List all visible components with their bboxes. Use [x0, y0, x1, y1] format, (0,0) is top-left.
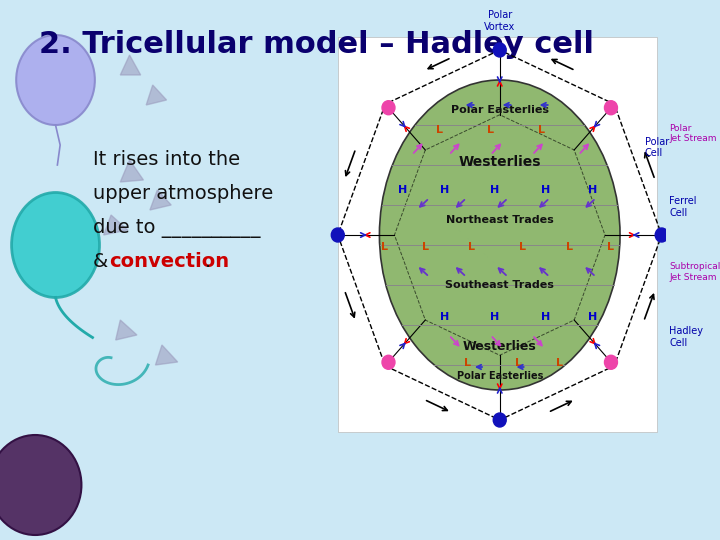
Text: L: L [515, 358, 522, 368]
Text: Northeast Trades: Northeast Trades [446, 215, 554, 225]
Text: L: L [487, 125, 494, 135]
Text: H: H [541, 185, 551, 195]
Text: L: L [381, 242, 387, 252]
Text: It rises into the: It rises into the [93, 150, 240, 169]
Text: Polar
Cell: Polar Cell [644, 137, 669, 158]
Text: Hadley
Cell: Hadley Cell [669, 326, 703, 348]
Polygon shape [120, 55, 140, 75]
Text: Polar
Vortex: Polar Vortex [484, 10, 516, 32]
Text: H: H [490, 185, 500, 195]
Circle shape [0, 435, 81, 535]
Text: H: H [541, 312, 551, 322]
Text: Subtropical
Jet Stream: Subtropical Jet Stream [669, 262, 720, 282]
Bar [338, 37, 657, 432]
Circle shape [493, 413, 506, 427]
Ellipse shape [16, 35, 95, 125]
Text: Westerlies: Westerlies [463, 341, 536, 354]
Polygon shape [146, 85, 166, 105]
Circle shape [605, 101, 618, 114]
Text: Westerlies: Westerlies [459, 155, 541, 169]
Text: L: L [607, 242, 614, 252]
Circle shape [605, 355, 618, 369]
Text: H: H [440, 312, 449, 322]
Text: &: & [93, 252, 114, 271]
Circle shape [382, 355, 395, 369]
Polygon shape [104, 215, 127, 235]
Text: H: H [588, 185, 597, 195]
Polygon shape [116, 320, 137, 340]
Text: L: L [566, 242, 572, 252]
Text: L: L [557, 358, 563, 368]
Polygon shape [120, 160, 143, 182]
Text: L: L [464, 358, 471, 368]
Text: due to __________: due to __________ [93, 218, 260, 238]
Text: upper atmosphere: upper atmosphere [93, 184, 273, 203]
Text: Southeast Trades: Southeast Trades [445, 280, 554, 290]
Text: Ferrel
Cell: Ferrel Cell [669, 197, 696, 218]
Text: L: L [519, 242, 526, 252]
Text: L: L [422, 242, 429, 252]
Text: convection: convection [109, 252, 230, 271]
Text: L: L [436, 125, 443, 135]
Text: H: H [588, 312, 597, 322]
Ellipse shape [379, 80, 620, 390]
Circle shape [382, 101, 395, 114]
Circle shape [493, 43, 506, 57]
Text: Polar
Jet Stream: Polar Jet Stream [669, 124, 716, 143]
Text: L: L [469, 242, 475, 252]
Text: .: . [204, 252, 211, 271]
Polygon shape [156, 345, 178, 365]
Text: H: H [440, 185, 449, 195]
Text: Polar Easterlies: Polar Easterlies [456, 371, 543, 381]
Text: Polar Easterlies: Polar Easterlies [451, 105, 549, 115]
Text: 2. Tricellular model – Hadley cell: 2. Tricellular model – Hadley cell [39, 30, 594, 59]
Circle shape [655, 228, 668, 242]
Circle shape [331, 228, 344, 242]
Polygon shape [150, 190, 171, 210]
Ellipse shape [12, 192, 99, 298]
Text: L: L [538, 125, 545, 135]
Text: H: H [398, 185, 408, 195]
Text: H: H [490, 312, 500, 322]
